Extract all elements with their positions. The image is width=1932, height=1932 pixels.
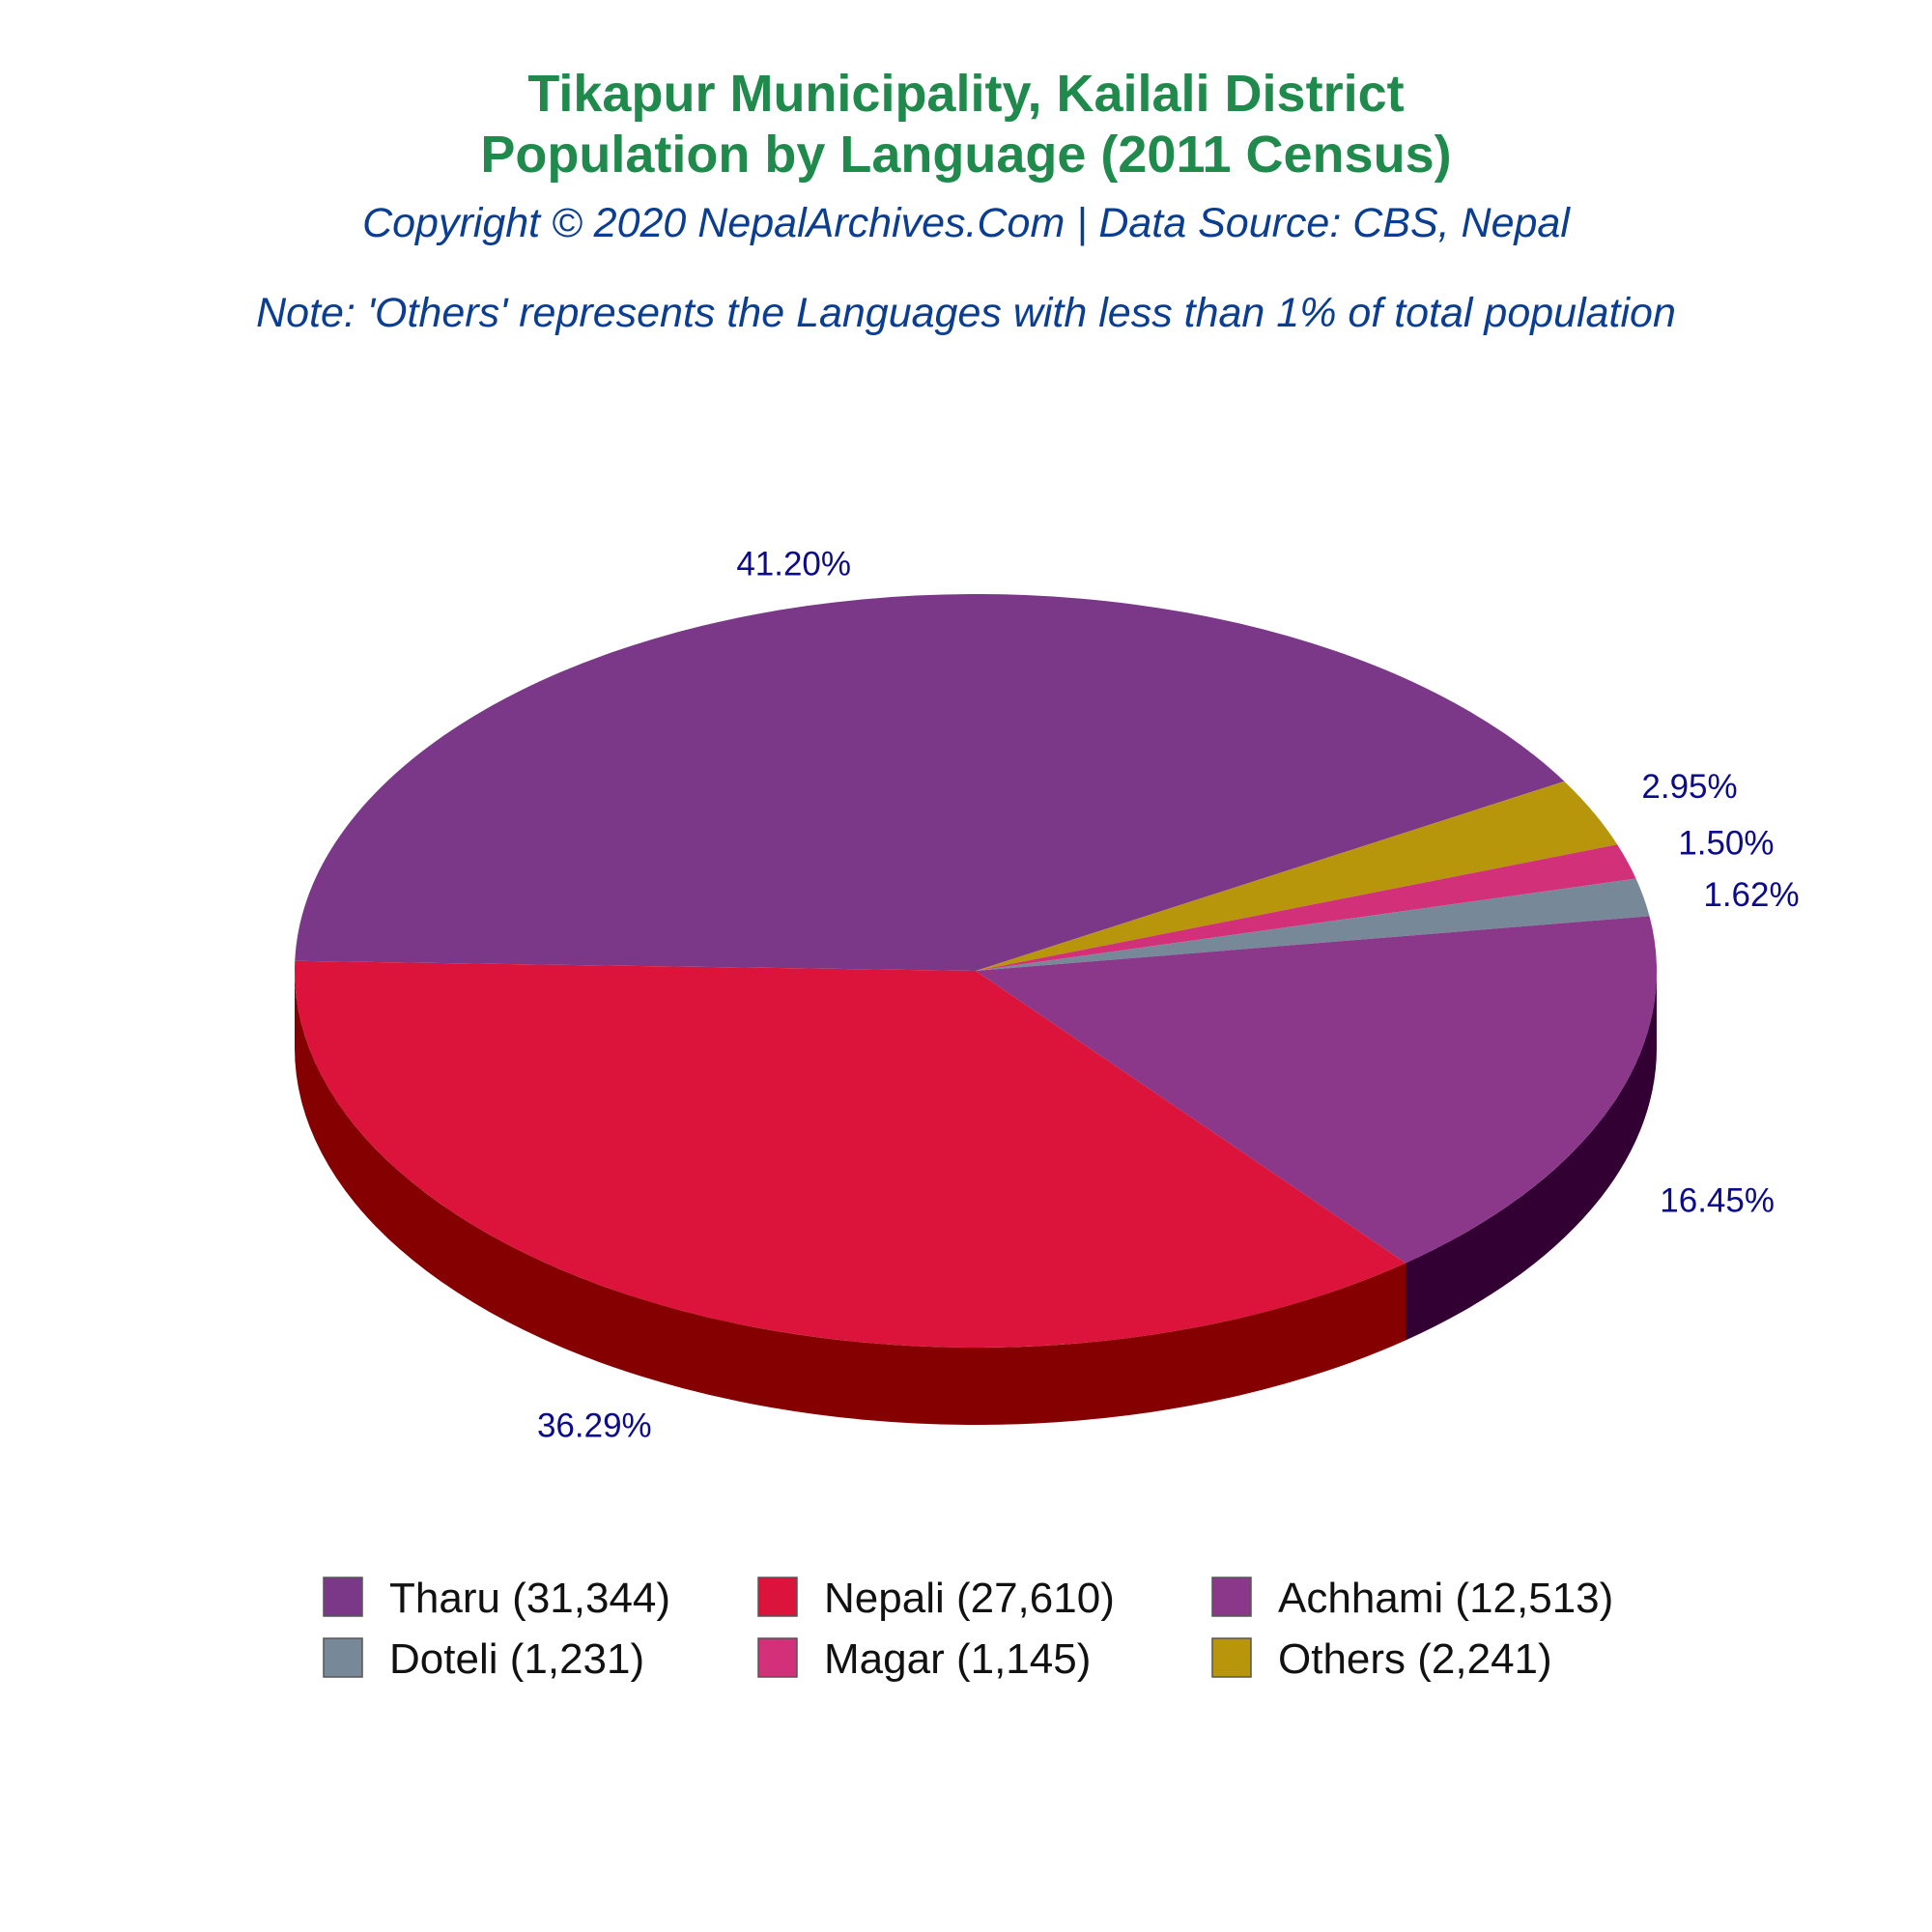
legend: Tharu (31,344) Nepali (27,610) Achhami (12… bbox=[323, 1575, 1613, 1683]
pie-slice-magar bbox=[976, 844, 1636, 971]
legend-label-achhami: Achhami (12,513) bbox=[1278, 1575, 1613, 1622]
pie-slices bbox=[295, 594, 1657, 1348]
legend-swatch-tharu bbox=[323, 1577, 363, 1617]
legend-label-doteli: Doteli (1,231) bbox=[389, 1635, 644, 1683]
pie-side-achhami bbox=[1406, 971, 1657, 1341]
chart-title: Tikapur Municipality, Kailali District bbox=[527, 65, 1404, 123]
chart-note: Note: 'Others' represents the Languages … bbox=[256, 290, 1676, 336]
pct-label-magar: 1.50% bbox=[1678, 825, 1774, 863]
legend-swatch-nepali bbox=[757, 1577, 798, 1617]
legend-swatch-magar bbox=[757, 1637, 798, 1678]
legend-label-magar: Magar (1,145) bbox=[824, 1635, 1091, 1683]
legend-label-tharu: Tharu (31,344) bbox=[389, 1575, 670, 1622]
pct-label-tharu: 41.20% bbox=[736, 546, 851, 583]
legend-swatch-others bbox=[1211, 1637, 1252, 1678]
pct-label-achhami: 16.45% bbox=[1660, 1182, 1775, 1220]
legend-swatch-achhami bbox=[1211, 1577, 1252, 1617]
pie-sides bbox=[295, 971, 1657, 1425]
pct-label-doteli: 1.62% bbox=[1703, 876, 1799, 914]
legend-label-nepali: Nepali (27,610) bbox=[824, 1575, 1115, 1622]
pie-slice-achhami bbox=[976, 916, 1657, 1264]
legend-label-others: Others (2,241) bbox=[1278, 1635, 1552, 1683]
legend-swatch-doteli bbox=[323, 1637, 363, 1678]
pie-slice-nepali bbox=[295, 960, 1406, 1348]
pie-slice-others bbox=[976, 781, 1618, 971]
pie-labels: 41.20% 2.95% 1.50% 1.62% 16.45% 36.29% bbox=[537, 546, 1800, 1445]
pie-slice-doteli bbox=[976, 878, 1650, 971]
chart-title-line2: Population by Language (2011 Census) bbox=[480, 126, 1451, 184]
pie-side-nepali bbox=[295, 971, 1406, 1425]
chart-subtitle: Copyright © 2020 NepalArchives.Com | Dat… bbox=[362, 200, 1571, 246]
pct-label-others: 2.95% bbox=[1641, 768, 1737, 806]
pct-label-nepali: 36.29% bbox=[537, 1406, 652, 1444]
pie-slice-tharu bbox=[295, 594, 1565, 971]
